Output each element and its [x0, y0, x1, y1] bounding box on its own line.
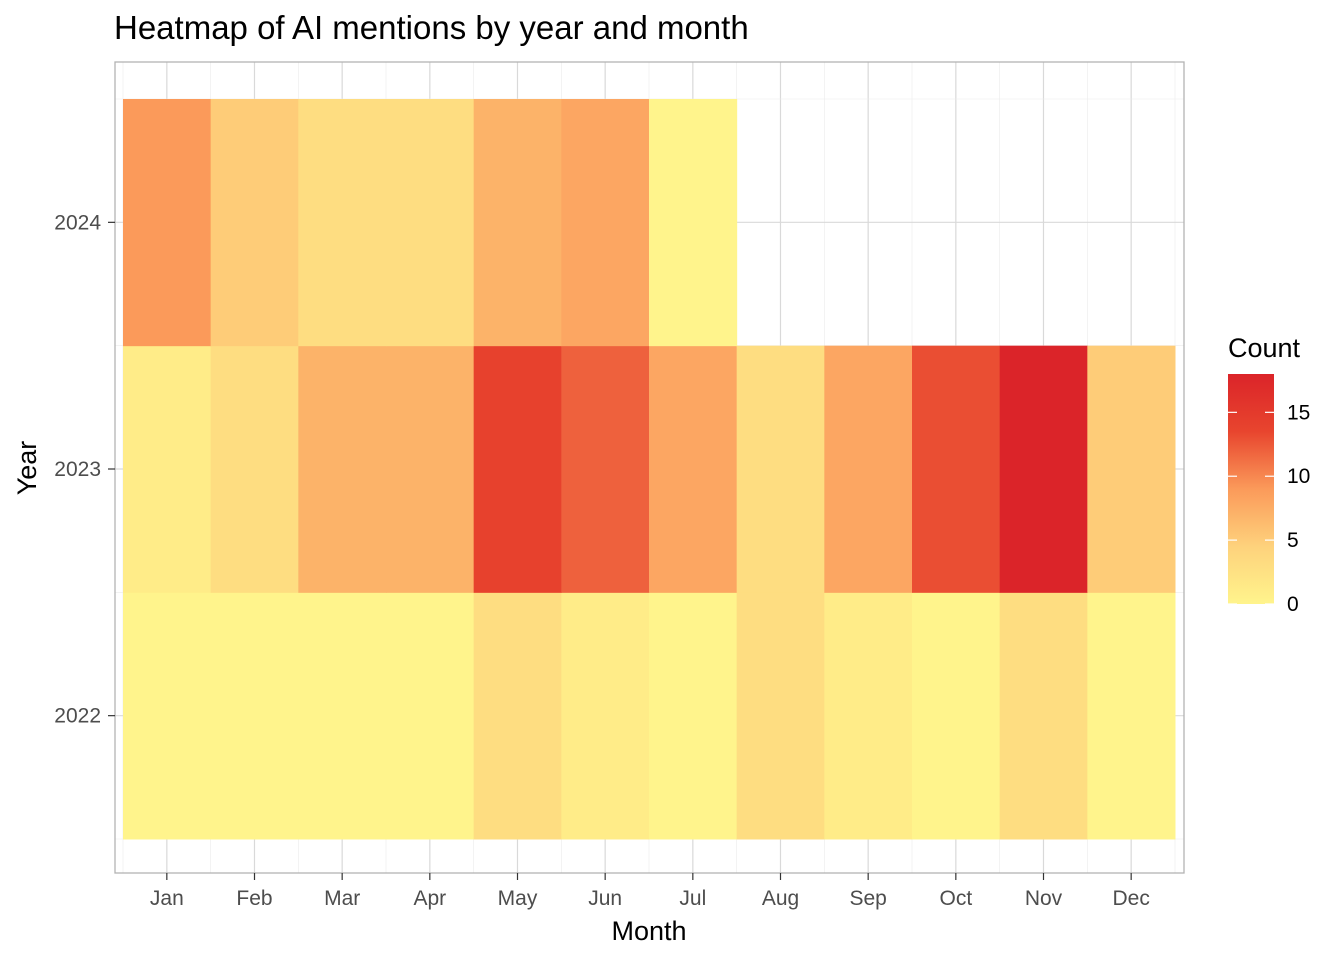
heatmap-tile: [1087, 345, 1176, 593]
heatmap-tile: [561, 345, 650, 593]
legend-title: Count: [1228, 333, 1301, 363]
x-tick-label: Aug: [762, 887, 799, 910]
x-tick-label: Oct: [939, 887, 972, 910]
panel-border: [114, 61, 1185, 874]
heatmap-tile: [298, 99, 387, 347]
x-tick-label: Jul: [679, 887, 706, 910]
heatmap-tile: [386, 592, 475, 840]
heatmap-tile: [386, 99, 475, 347]
heatmap-tile: [912, 592, 1001, 840]
heatmap-tile: [298, 592, 387, 840]
x-axis-title: Month: [611, 916, 686, 946]
heatmap-tile: [123, 592, 212, 840]
heatmap-tile: [1087, 592, 1176, 840]
heatmap-tile: [736, 592, 825, 840]
heatmap-tile: [561, 592, 650, 840]
legend-colorbar: [1228, 374, 1274, 604]
x-tick-label: Jun: [588, 887, 622, 910]
axes: Jan Feb Mar Apr May Jun Jul Aug Sep Oct Nov Dec 2022…: [54, 211, 1150, 910]
heatmap-tile: [649, 592, 738, 840]
legend-label: 10: [1287, 465, 1310, 488]
heatmap-tile: [473, 345, 562, 593]
y-tick-label: 2023: [54, 458, 101, 481]
x-tick-label: Nov: [1025, 887, 1063, 910]
x-tick-label: Feb: [236, 887, 272, 910]
heatmap-tile: [824, 345, 913, 593]
x-tick-label: May: [498, 887, 538, 910]
y-axis-title: Year: [12, 441, 42, 496]
heatmap-tile: [999, 345, 1088, 593]
heatmap-tile: [298, 345, 387, 593]
heatmap-tile: [999, 592, 1088, 840]
heatmap-tile: [649, 99, 738, 347]
legend-label: 15: [1287, 401, 1310, 424]
x-tick-label: Sep: [849, 887, 886, 910]
heatmap-tile: [824, 592, 913, 840]
y-tick-label: 2024: [54, 211, 101, 234]
heatmap-tile: [649, 345, 738, 593]
y-tick-label: 2022: [54, 705, 101, 728]
legend: Count 0 5 10 15: [1228, 333, 1310, 616]
heatmap-tile: [386, 345, 475, 593]
x-tick-label: Jan: [150, 887, 184, 910]
heatmap-tile: [473, 592, 562, 840]
heatmap-tile: [210, 592, 299, 840]
legend-label: 5: [1287, 529, 1299, 552]
heatmap-tile: [210, 345, 299, 593]
x-tick-label: Apr: [413, 887, 446, 910]
x-tick-label: Mar: [324, 887, 360, 910]
heatmap-tile: [210, 99, 299, 347]
legend-label: 0: [1287, 593, 1299, 616]
chart-title: Heatmap of AI mentions by year and month: [114, 9, 749, 46]
heatmap-tile: [123, 99, 212, 347]
heatmap-tile: [473, 99, 562, 347]
heatmap-tiles: [123, 99, 1176, 840]
heatmap-tile: [561, 99, 650, 347]
heatmap-tile: [123, 345, 212, 593]
legend-ticks: 0 5 10 15: [1228, 401, 1310, 616]
x-tick-label: Dec: [1112, 887, 1149, 910]
heatmap-tile: [912, 345, 1001, 593]
heatmap-tile: [736, 345, 825, 593]
